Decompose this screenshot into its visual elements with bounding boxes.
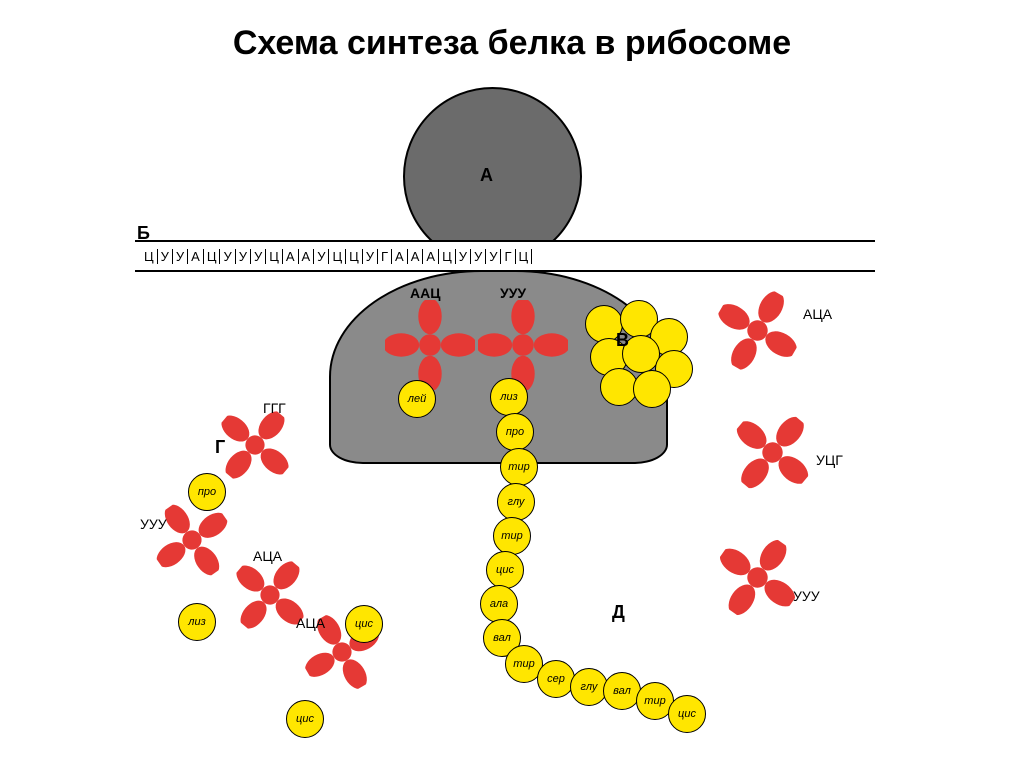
label-A: А	[480, 165, 493, 186]
amino-acid: цис	[286, 700, 324, 738]
mrna-base: У	[471, 249, 486, 264]
trna	[713, 393, 833, 513]
codon-label: УЦГ	[816, 452, 843, 468]
mrna-base: А	[408, 249, 424, 264]
mrna-base: У	[236, 249, 251, 264]
mrna-base: У	[363, 249, 378, 264]
mrna-base: Ц	[266, 249, 283, 264]
diagram-canvas: Схема синтеза белка в рибосоме ЦУУАЦУУУЦ…	[0, 0, 1024, 767]
mrna-base: У	[251, 249, 266, 264]
mrna-base: Г	[378, 249, 392, 264]
mrna-base: У	[158, 249, 173, 264]
trna	[385, 300, 475, 390]
mrna-base: Ц	[141, 249, 158, 264]
codon-label: УУУ	[140, 516, 167, 532]
label-D: Д	[612, 602, 625, 623]
mrna-base: Г	[501, 249, 515, 264]
codon-label: УУУ	[500, 285, 526, 301]
amino-acid: ала	[480, 585, 518, 623]
amino-acid	[633, 370, 671, 408]
mrna-base: У	[173, 249, 188, 264]
amino-acid: цис	[668, 695, 706, 733]
mrna-base: Ц	[204, 249, 221, 264]
amino-acid: глу	[497, 483, 535, 521]
amino-acid: про	[496, 413, 534, 451]
trna	[478, 300, 568, 390]
diagram-title: Схема синтеза белка в рибосоме	[140, 24, 884, 63]
label-B: Б	[137, 223, 150, 244]
mrna-base: Ц	[329, 249, 346, 264]
mrna-base: Ц	[439, 249, 456, 264]
trna	[699, 272, 815, 388]
mrna-base: У	[486, 249, 501, 264]
mrna-base: А	[423, 249, 439, 264]
mrna-base: У	[314, 249, 329, 264]
mrna-strand: ЦУУАЦУУУЦААУЦЦУГАААЦУУУГЦ	[135, 240, 875, 272]
amino-acid: лиз	[178, 603, 216, 641]
codon-label: АЦА	[253, 548, 282, 564]
codon-label: ААЦ	[410, 285, 440, 301]
amino-acid: тир	[500, 448, 538, 486]
mrna-base: Ц	[346, 249, 363, 264]
amino-acid: цис	[345, 605, 383, 643]
codon-label: УУУ	[793, 588, 820, 604]
amino-acid: про	[188, 473, 226, 511]
label-V: В	[616, 330, 629, 351]
mrna-base: А	[299, 249, 315, 264]
codon-label: АЦА	[296, 615, 325, 631]
mrna-base: У	[220, 249, 235, 264]
amino-acid: сер	[537, 660, 575, 698]
mrna-base: А	[392, 249, 408, 264]
mrna-base: Ц	[516, 249, 533, 264]
trna	[698, 518, 816, 636]
mrna-base: А	[188, 249, 204, 264]
amino-acid: тир	[493, 517, 531, 555]
codon-label: АЦА	[803, 306, 832, 322]
mrna-base: У	[456, 249, 471, 264]
amino-acid: лиз	[490, 378, 528, 416]
amino-acid: цис	[486, 551, 524, 589]
amino-acid: лей	[398, 380, 436, 418]
codon-label: ГГГ	[263, 400, 286, 416]
mrna-base: А	[283, 249, 299, 264]
